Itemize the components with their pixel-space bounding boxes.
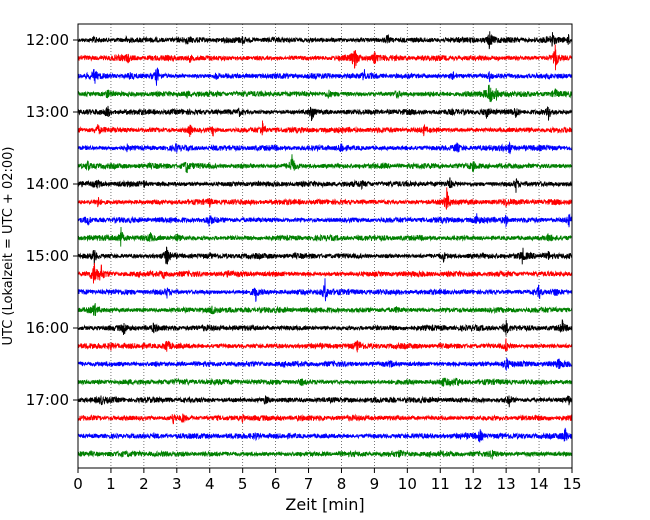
- trace-1245: [77, 84, 573, 103]
- x-tick-label: 5: [238, 475, 248, 493]
- x-tick-label: 9: [370, 475, 380, 493]
- y-tick-label: 13:00: [26, 103, 69, 121]
- trace-1315: [77, 120, 573, 137]
- x-tick-label: 10: [398, 475, 417, 493]
- x-tick-label: 6: [271, 475, 281, 493]
- y-tick-label: 17:00: [26, 391, 69, 409]
- y-axis: 12:00 13:00 14:00 15:00 16:00 17:00: [26, 31, 78, 409]
- x-tick-label: 4: [205, 475, 215, 493]
- x-tick-label: 13: [497, 475, 516, 493]
- trace-1730: [77, 427, 573, 443]
- trace-1515: [77, 262, 573, 284]
- x-axis-label: Zeit [min]: [285, 495, 364, 514]
- grid-lines: [110, 24, 540, 468]
- y-tick-label: 14:00: [26, 175, 69, 193]
- trace-1200: [77, 31, 573, 50]
- x-tick-label: 14: [530, 475, 549, 493]
- trace-1545: [77, 303, 573, 316]
- trace-1300: [77, 105, 573, 122]
- y-tick-label: 12:00: [26, 31, 69, 49]
- trace-1600: [77, 319, 573, 336]
- trace-1330: [77, 141, 573, 155]
- trace-1745: [77, 449, 573, 460]
- x-tick-label: 1: [106, 475, 116, 493]
- x-tick-label: 15: [562, 475, 581, 493]
- trace-1645: [77, 377, 573, 387]
- x-tick-label: 12: [464, 475, 483, 493]
- x-tick-label: 7: [304, 475, 314, 493]
- trace-1500: [77, 246, 573, 266]
- trace-1345: [77, 154, 573, 174]
- x-tick-label: 2: [139, 475, 149, 493]
- y-axis-label: UTC (Lokalzeit = UTC + 02:00): [1, 147, 16, 346]
- trace-1445: [77, 226, 573, 247]
- trace-1400: [77, 177, 573, 193]
- trace-1530: [77, 278, 573, 303]
- traces-group: [77, 31, 573, 460]
- trace-1430: [77, 213, 573, 229]
- trace-1215: [77, 44, 573, 71]
- y-tick-label: 16:00: [26, 319, 69, 337]
- trace-1415: [77, 187, 573, 210]
- y-tick-label: 15:00: [26, 247, 69, 265]
- trace-1615: [77, 338, 573, 353]
- trace-1700: [77, 395, 573, 408]
- x-tick-label: 8: [337, 475, 347, 493]
- trace-1230: [77, 67, 573, 86]
- trace-1715: [77, 413, 573, 425]
- x-tick-label: 0: [73, 475, 83, 493]
- trace-1630: [77, 357, 573, 372]
- x-tick-label: 3: [172, 475, 182, 493]
- x-axis: 0 1 2 3 4 5 6 7 8 9 10 11 12 13 14 15: [73, 468, 582, 493]
- x-tick-label: 11: [431, 475, 450, 493]
- plot-frame: [77, 23, 573, 469]
